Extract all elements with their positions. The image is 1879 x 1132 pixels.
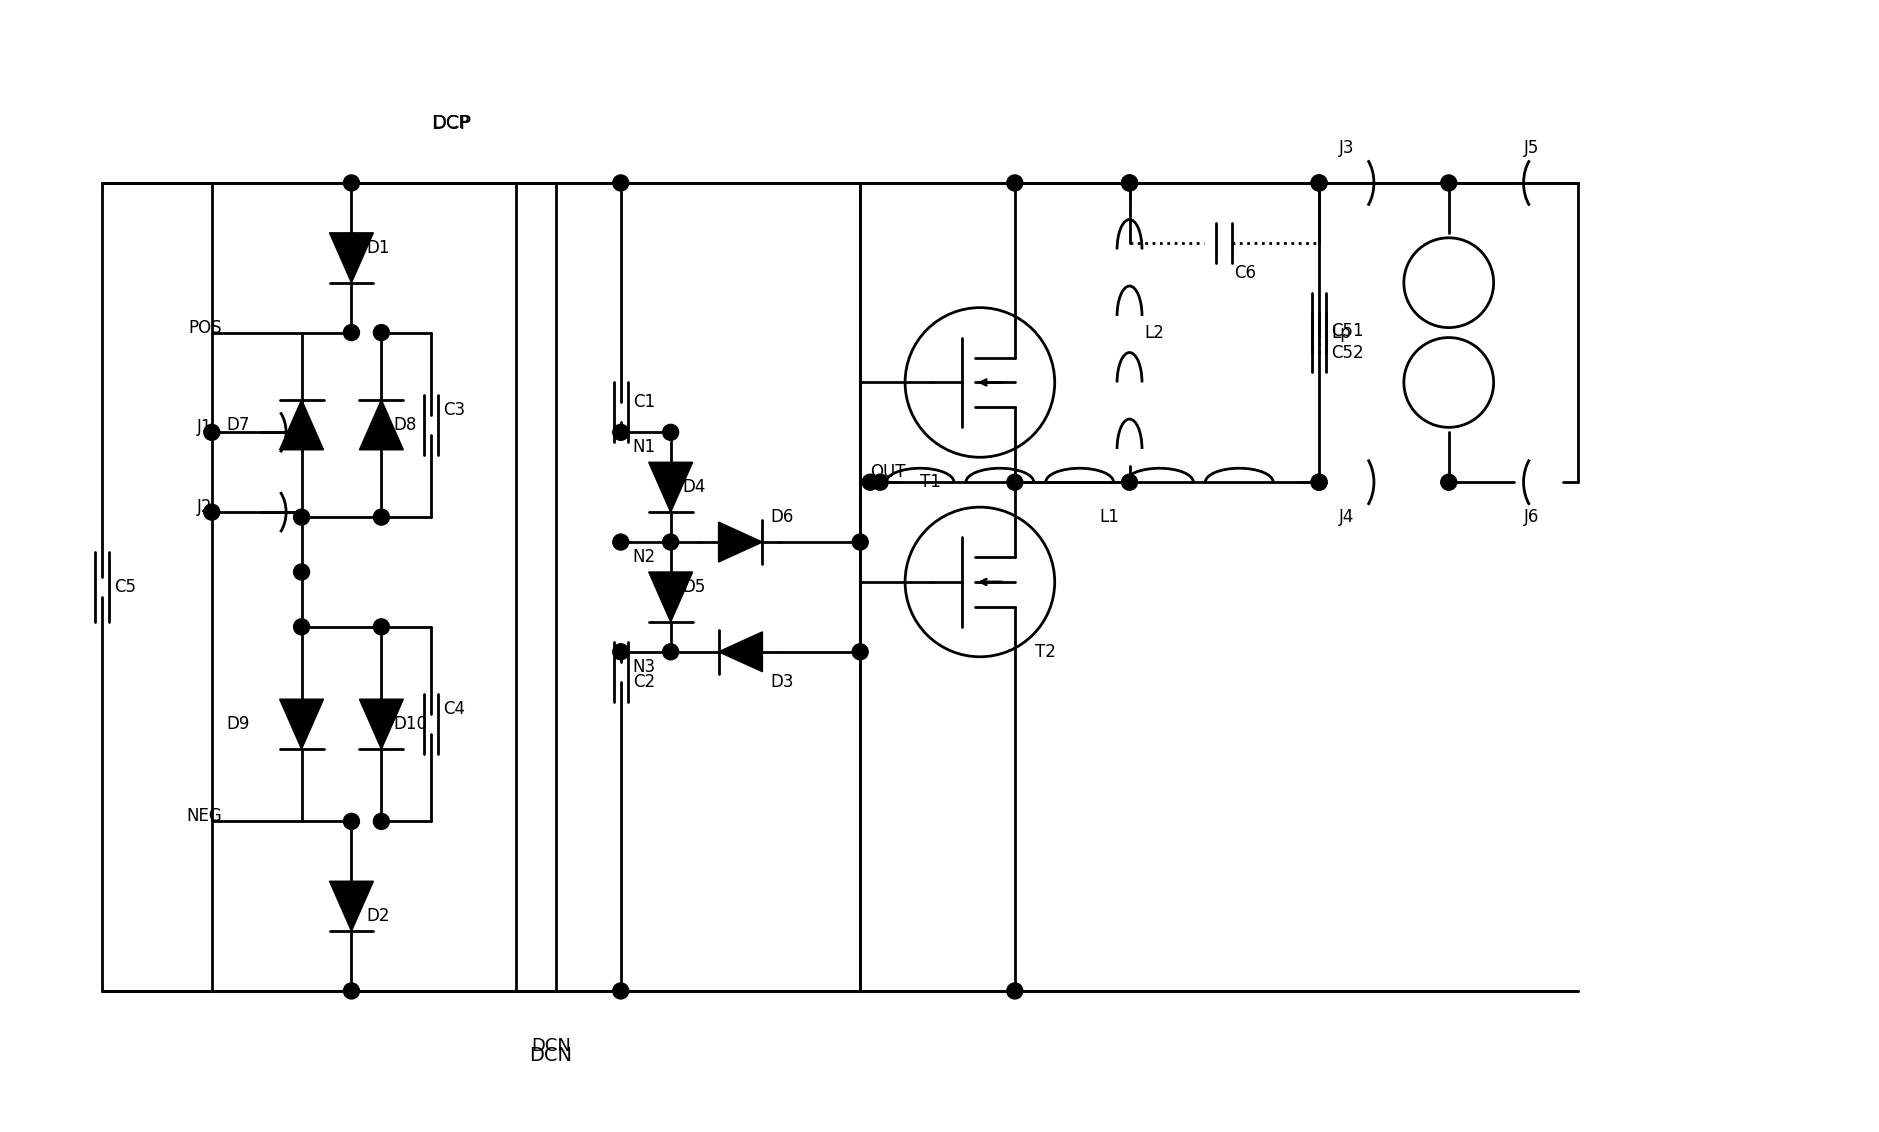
Circle shape — [613, 644, 629, 660]
Text: L2: L2 — [1144, 324, 1165, 342]
Circle shape — [663, 534, 678, 550]
Text: OUT: OUT — [870, 463, 906, 481]
Polygon shape — [648, 462, 693, 512]
Circle shape — [613, 175, 629, 191]
Circle shape — [344, 325, 359, 341]
Text: N1: N1 — [633, 438, 656, 456]
Circle shape — [613, 534, 629, 550]
Text: J6: J6 — [1524, 508, 1539, 526]
Circle shape — [293, 509, 310, 525]
Text: J5: J5 — [1524, 139, 1539, 157]
Circle shape — [1312, 175, 1327, 191]
Text: Lp: Lp — [1330, 324, 1351, 342]
Polygon shape — [718, 632, 763, 671]
Circle shape — [1441, 474, 1456, 490]
Text: C2: C2 — [633, 672, 656, 691]
Text: C3: C3 — [443, 401, 466, 419]
Polygon shape — [359, 700, 404, 749]
Text: D5: D5 — [682, 578, 707, 595]
Polygon shape — [329, 233, 374, 283]
Text: POS: POS — [188, 318, 222, 336]
Circle shape — [344, 175, 359, 191]
Circle shape — [1007, 983, 1022, 998]
Circle shape — [613, 424, 629, 440]
Text: J4: J4 — [1340, 508, 1355, 526]
Text: DCN: DCN — [532, 1037, 571, 1055]
Circle shape — [872, 474, 889, 490]
Text: D6: D6 — [770, 508, 793, 526]
Text: J2: J2 — [197, 498, 212, 516]
Text: C5: C5 — [115, 578, 135, 595]
Circle shape — [374, 509, 389, 525]
Circle shape — [293, 619, 310, 635]
Circle shape — [1122, 175, 1137, 191]
Text: J3: J3 — [1340, 139, 1355, 157]
Text: DCP: DCP — [430, 113, 472, 132]
Circle shape — [613, 983, 629, 998]
Text: D3: D3 — [770, 672, 795, 691]
Text: DCN: DCN — [530, 1046, 573, 1065]
Text: D8: D8 — [393, 415, 417, 434]
Polygon shape — [359, 400, 404, 449]
Circle shape — [344, 983, 359, 998]
Polygon shape — [280, 400, 323, 449]
Circle shape — [1312, 474, 1327, 490]
Circle shape — [344, 814, 359, 830]
Circle shape — [374, 619, 389, 635]
Circle shape — [1007, 474, 1022, 490]
Circle shape — [853, 644, 868, 660]
Circle shape — [203, 504, 220, 520]
Text: D10: D10 — [393, 715, 427, 734]
Text: C51: C51 — [1330, 321, 1364, 340]
Text: N2: N2 — [633, 548, 656, 566]
Text: C52: C52 — [1330, 343, 1364, 361]
Text: C6: C6 — [1235, 264, 1257, 282]
Polygon shape — [280, 700, 323, 749]
Text: D9: D9 — [227, 715, 250, 734]
Circle shape — [853, 534, 868, 550]
Circle shape — [203, 424, 220, 440]
Text: N3: N3 — [633, 658, 656, 676]
Circle shape — [1441, 175, 1456, 191]
Circle shape — [1122, 474, 1137, 490]
Circle shape — [374, 325, 389, 341]
Circle shape — [1007, 175, 1022, 191]
Polygon shape — [648, 572, 693, 621]
Text: T2: T2 — [1035, 643, 1056, 661]
Text: L1: L1 — [1099, 508, 1120, 526]
Text: NEG: NEG — [186, 807, 222, 825]
Text: C1: C1 — [633, 394, 656, 411]
Circle shape — [663, 644, 678, 660]
Text: D1: D1 — [366, 239, 391, 257]
Polygon shape — [329, 881, 374, 932]
Circle shape — [374, 814, 389, 830]
Text: D2: D2 — [366, 907, 391, 925]
Text: C4: C4 — [443, 701, 466, 718]
Text: J1: J1 — [197, 419, 212, 436]
Text: DCP: DCP — [432, 114, 470, 132]
Text: D7: D7 — [227, 415, 250, 434]
Text: D4: D4 — [682, 478, 707, 496]
Circle shape — [1122, 175, 1137, 191]
Circle shape — [293, 564, 310, 580]
Circle shape — [663, 424, 678, 440]
Circle shape — [862, 474, 877, 490]
Circle shape — [1312, 175, 1327, 191]
Text: T1: T1 — [921, 473, 941, 491]
Circle shape — [1312, 474, 1327, 490]
Polygon shape — [718, 522, 763, 561]
